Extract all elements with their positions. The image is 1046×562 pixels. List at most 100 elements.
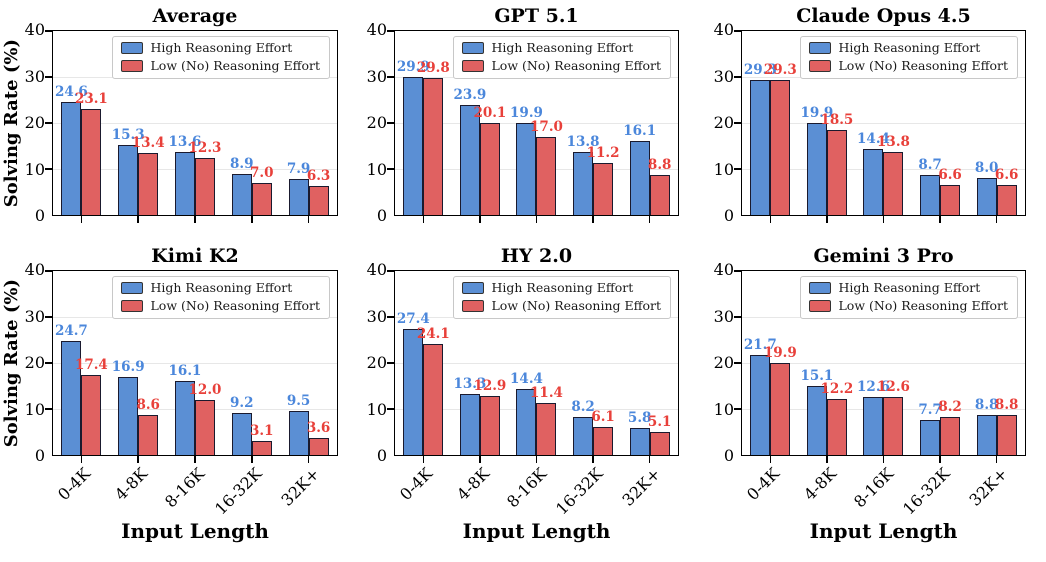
x-tick-mark bbox=[648, 456, 651, 463]
x-tick-mark bbox=[592, 456, 594, 463]
bar-value-label: 29.9 bbox=[396, 59, 430, 76]
bar-value-label: 19.9 bbox=[763, 345, 797, 362]
y-axis: 0 10 20 30 40 bbox=[22, 262, 52, 464]
bar-value-label: 16.1 bbox=[623, 122, 657, 139]
y-axis-label: Solving Rate (%) bbox=[0, 38, 22, 208]
legend-swatch-high bbox=[461, 42, 484, 55]
y-tick-mark bbox=[734, 408, 741, 410]
bar-high-16-32k: 9.2 bbox=[230, 395, 254, 455]
bar-value-label: 11.2 bbox=[586, 145, 620, 162]
legend-swatch-low bbox=[808, 299, 831, 312]
x-tick-area: 0-4K 4-8K 8-16K 16-32K 32K+ bbox=[394, 456, 679, 519]
bar-high-4-8k: 13.3 bbox=[453, 376, 486, 455]
bar-value-label: 29.3 bbox=[763, 62, 797, 79]
y-tick-mark bbox=[387, 30, 394, 32]
y-axis-tick-label: 0 bbox=[723, 446, 734, 465]
y-axis-tick-label: 40 bbox=[713, 20, 734, 39]
bar-group-16-32k: 8.9 7.0 bbox=[223, 31, 280, 215]
bar-value-label: 9.5 bbox=[286, 393, 311, 410]
bar-value-label: 8.9 bbox=[230, 156, 254, 173]
y-tick-mark bbox=[734, 270, 741, 272]
legend: High Reasoning Effort Low (No) Reasoning … bbox=[111, 36, 330, 79]
bar-low-32k: 6.6 bbox=[995, 167, 1018, 215]
bar-value-label: 29.3 bbox=[743, 62, 777, 79]
bar-high-4-8k: 16.9 bbox=[112, 359, 145, 455]
x-tick-text: 0-4K bbox=[742, 464, 783, 505]
bar-high-0-4k: 24.7 bbox=[55, 323, 88, 455]
legend: High Reasoning Effort Low (No) Reasoning … bbox=[452, 276, 671, 319]
x-tick-mark bbox=[648, 216, 651, 223]
legend-item-low: Low (No) Reasoning Effort bbox=[120, 57, 321, 73]
x-axis: 0-4K 4-8K 8-16K 16-32K 32K+ bbox=[711, 456, 1026, 519]
bar-low-0-4k: 19.9 bbox=[764, 345, 797, 455]
x-tick-mark bbox=[479, 456, 481, 463]
bar-groups: 21.7 19.9 15.1 12.2 12.6 12.6 7.7 8.2 8.8 8.8 bbox=[742, 271, 1025, 455]
bar-low-8-16k: 12.0 bbox=[189, 382, 221, 455]
plot-wrap: 29.3 29.3 19.9 18.5 14.4 13.8 8.7 6.6 8.0 6.6 High… bbox=[734, 30, 1026, 223]
chart-title: Kimi K2 bbox=[151, 245, 239, 267]
x-axis-label: Input Length bbox=[809, 519, 958, 543]
y-axis-tick-label: 30 bbox=[24, 306, 45, 326]
bar-group-32k: 8.0 6.6 bbox=[968, 31, 1025, 215]
legend-swatch-high bbox=[808, 282, 831, 295]
bar-value-label: 18.5 bbox=[820, 111, 854, 128]
bar-low-0-4k: 23.1 bbox=[75, 91, 108, 215]
legend-item-high: High Reasoning Effort bbox=[120, 281, 321, 295]
y-axis-tick-label: 20 bbox=[713, 353, 734, 372]
x-tick-mark bbox=[251, 456, 253, 463]
x-tick-text: 4-8K bbox=[452, 464, 493, 505]
bar-value-label: 7.0 bbox=[250, 164, 274, 181]
bar-high-32k: 9.5 bbox=[287, 393, 310, 455]
y-axis-tick-label: 10 bbox=[366, 159, 387, 179]
x-tick-mark bbox=[769, 456, 772, 463]
bar-value-label: 17.0 bbox=[530, 118, 563, 135]
bar-value-label: 27.4 bbox=[396, 310, 430, 327]
bar-group-8-16k: 16.1 12.0 bbox=[167, 271, 224, 455]
legend-label: Low (No) Reasoning Effort bbox=[491, 297, 662, 313]
bar-group-32k: 16.1 8.8 bbox=[621, 31, 678, 215]
legend-swatch-high bbox=[461, 282, 484, 295]
y-tick-mark bbox=[387, 168, 394, 170]
bar-group-32k: 7.9 6.3 bbox=[280, 31, 337, 215]
bar-low-8-16k: 11.4 bbox=[530, 385, 563, 455]
legend-swatch-high bbox=[120, 282, 143, 295]
y-axis: 0 10 20 30 40 bbox=[364, 22, 394, 224]
x-tick-text: 8-16K bbox=[849, 464, 897, 512]
bar-group-32k: 9.5 3.6 bbox=[280, 271, 337, 455]
bar-low-0-4k: 17.4 bbox=[75, 357, 108, 455]
bar-high-4-8k: 15.3 bbox=[112, 127, 145, 215]
bar-group-8-16k: 12.6 12.6 bbox=[855, 271, 912, 455]
legend-item-low: Low (No) Reasoning Effort bbox=[808, 299, 1008, 313]
bar-group-16-32k: 9.2 3.1 bbox=[223, 271, 280, 455]
bar-high-8-16k: 12.6 bbox=[857, 379, 890, 455]
x-tick-mark bbox=[882, 456, 885, 463]
y-axis-tick-label: 30 bbox=[366, 306, 387, 326]
bar-value-label: 23.9 bbox=[453, 87, 487, 104]
legend: High Reasoning Effort Low (No) Reasoning … bbox=[111, 276, 330, 319]
bar-value-label: 8.8 bbox=[994, 396, 1019, 413]
y-axis-tick-label: 10 bbox=[366, 399, 387, 419]
subplot-gpt-5-1: GPT 5.1 0 10 20 30 40 29.9 29.8 23.9 20.1 19.9 17.0… bbox=[352, 0, 699, 240]
subplot-hy-2-0: HY 2.0 0 10 20 30 40 27.4 24.1 13.3 12.9 14.4 11.4 8… bbox=[352, 240, 699, 562]
y-tick-mark bbox=[734, 30, 741, 32]
legend-swatch-high bbox=[120, 42, 143, 55]
bar-group-16-32k: 8.2 6.1 bbox=[565, 271, 622, 455]
bar-value-label: 16.1 bbox=[168, 362, 202, 379]
plot-wrap: 24.7 17.4 16.9 8.6 16.1 12.0 9.2 3.1 9.5 3.6 High … bbox=[45, 270, 338, 463]
legend-label: Low (No) Reasoning Effort bbox=[150, 57, 321, 73]
x-tick-text: 4-8K bbox=[799, 464, 840, 505]
y-tick-mark bbox=[45, 362, 52, 364]
bar-low-32k: 5.1 bbox=[648, 414, 671, 455]
bar-group-4-8k: 19.9 18.5 bbox=[799, 31, 856, 215]
bar-group-4-8k: 13.3 12.9 bbox=[452, 271, 509, 455]
bar-high-4-8k: 15.1 bbox=[800, 368, 833, 455]
plot-area: 29.3 29.3 19.9 18.5 14.4 13.8 8.7 6.6 8.0 6.6 High… bbox=[734, 30, 1026, 223]
bar-group-0-4k: 21.7 19.9 bbox=[742, 271, 799, 455]
y-axis: 0 10 20 30 40 bbox=[711, 22, 741, 224]
y-axis-tick-label: 40 bbox=[366, 260, 387, 279]
bar-low-32k: 8.8 bbox=[648, 157, 671, 215]
bar-group-8-16k: 19.9 17.0 bbox=[508, 31, 565, 215]
bar-value-label: 14.4 bbox=[857, 130, 890, 147]
bar-value-label: 29.8 bbox=[416, 59, 450, 76]
bar-low-8-16k: 17.0 bbox=[530, 119, 563, 215]
